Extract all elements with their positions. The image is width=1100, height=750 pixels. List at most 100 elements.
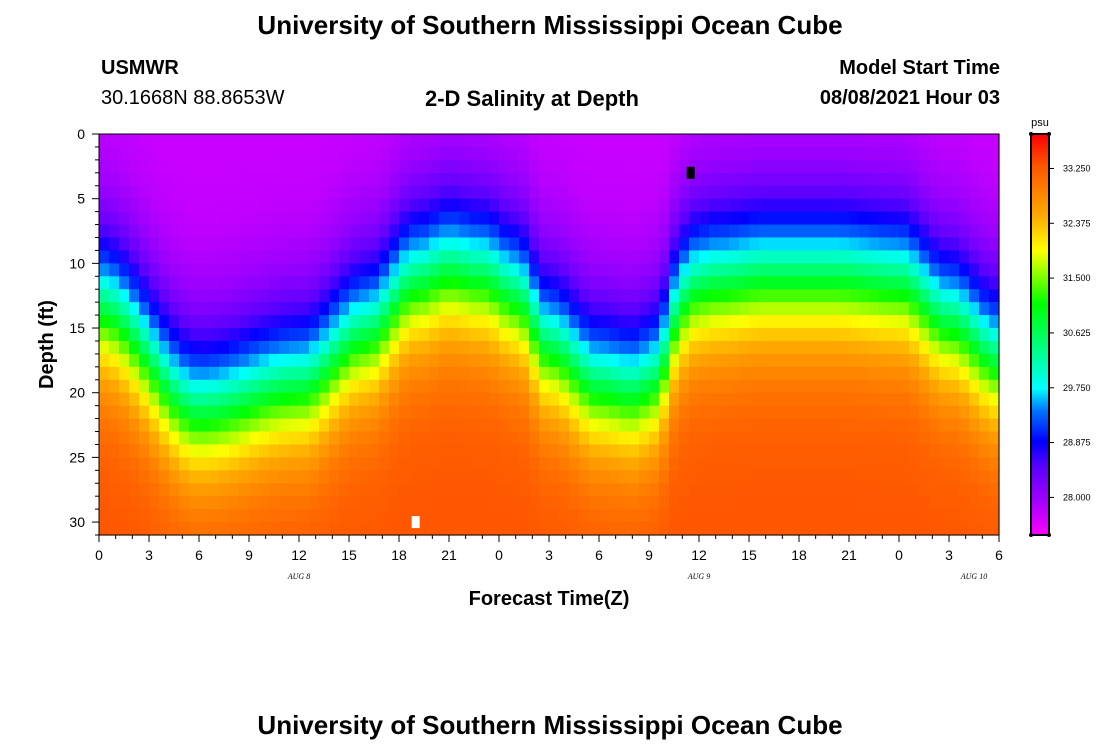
heatmap-cell <box>439 392 450 407</box>
heatmap-cell <box>389 457 400 471</box>
heatmap-cell <box>559 302 570 316</box>
heatmap-cell <box>259 302 270 316</box>
heatmap-cell <box>549 328 560 342</box>
heatmap-cell <box>99 134 110 148</box>
heatmap-cell <box>429 172 440 187</box>
heatmap-cell <box>849 185 860 200</box>
heatmap-cell <box>259 237 270 252</box>
heatmap-cell <box>459 146 470 161</box>
heatmap-cell <box>179 444 190 458</box>
heatmap-cell <box>219 250 230 264</box>
heatmap-cell <box>339 496 350 510</box>
heatmap-cell <box>969 134 980 148</box>
heatmap-cell <box>329 328 340 342</box>
heatmap-cell <box>909 302 920 316</box>
heatmap-cell <box>759 185 770 200</box>
heatmap-cell <box>729 134 740 148</box>
heatmap-cell <box>579 340 590 355</box>
heatmap-cell <box>419 431 430 446</box>
colorbar-swatch <box>1031 424 1049 428</box>
heatmap-cell <box>629 263 640 277</box>
x-day-label: AUG 9 <box>687 572 710 581</box>
heatmap-cell <box>119 366 130 381</box>
heatmap-cell <box>449 522 460 536</box>
heatmap-cell <box>259 211 270 226</box>
heatmap-cell <box>879 470 890 484</box>
heatmap-cell <box>369 185 380 200</box>
heatmap-cell <box>509 224 520 239</box>
heatmap-cell <box>129 185 140 200</box>
heatmap-cell <box>179 522 190 536</box>
x-tick-label: 0 <box>895 547 903 563</box>
colorbar-swatch <box>1031 154 1049 157</box>
heatmap-cell <box>489 263 500 277</box>
heatmap-cell <box>879 302 890 316</box>
heatmap-cell <box>109 172 120 187</box>
heatmap-cell <box>179 289 190 303</box>
heatmap-cell <box>669 379 680 394</box>
colorbar-swatch <box>1031 292 1049 295</box>
heatmap-cell <box>949 159 960 174</box>
heatmap-cell <box>939 470 950 484</box>
heatmap-cell <box>599 276 610 290</box>
min-salinity-marker <box>686 166 695 179</box>
heatmap-cell <box>149 353 160 368</box>
heatmap-cell <box>899 353 910 368</box>
colorbar-swatch <box>1031 276 1049 279</box>
heatmap-cell <box>519 263 530 277</box>
heatmap-cell <box>499 211 510 226</box>
heatmap-cell <box>639 340 650 355</box>
heatmap-cell <box>399 263 410 277</box>
heatmap-cell <box>609 237 620 252</box>
heatmap-cell <box>639 353 650 368</box>
heatmap-cell <box>209 392 220 407</box>
heatmap-cell <box>809 483 820 497</box>
heatmap-cell <box>329 496 340 510</box>
heatmap-cell <box>229 134 240 148</box>
heatmap-cell <box>249 134 260 148</box>
colorbar-swatch <box>1031 484 1049 488</box>
heatmap-cell <box>689 509 700 523</box>
colorbar-swatch <box>1031 174 1049 177</box>
heatmap-cell <box>889 302 900 316</box>
heatmap-cell <box>139 366 150 381</box>
heatmap-cell <box>979 418 990 433</box>
heatmap-cell <box>249 237 260 252</box>
heatmap-cell <box>799 366 810 381</box>
heatmap-cell <box>279 172 290 187</box>
heatmap-cell <box>699 146 710 161</box>
heatmap-cell <box>549 444 560 458</box>
heatmap-cell <box>229 522 240 536</box>
heatmap-cell <box>789 302 800 316</box>
heatmap-cell <box>119 224 130 239</box>
heatmap-cell <box>539 353 550 368</box>
heatmap-cell <box>389 522 400 536</box>
heatmap-cell <box>349 302 360 316</box>
heatmap-cell <box>649 418 660 433</box>
heatmap-cell <box>749 315 760 329</box>
heatmap-cell <box>349 457 360 471</box>
heatmap-cell <box>249 418 260 433</box>
heatmap-cell <box>539 496 550 510</box>
heatmap-cell <box>229 250 240 264</box>
heatmap-cell <box>649 353 660 368</box>
heatmap-cell <box>509 444 520 458</box>
heatmap-cell <box>199 328 210 342</box>
heatmap-cell <box>189 172 200 187</box>
heatmap-cell <box>769 172 780 187</box>
heatmap-cell <box>699 457 710 471</box>
heatmap-cell <box>539 379 550 394</box>
heatmap-cell <box>989 379 1000 394</box>
heatmap-cell <box>869 237 880 252</box>
heatmap-cell <box>809 211 820 226</box>
x-tick-label: 0 <box>95 547 103 563</box>
heatmap-cell <box>589 146 600 161</box>
heatmap-cell <box>959 353 970 368</box>
heatmap-cell <box>209 185 220 200</box>
heatmap-cell <box>189 405 200 420</box>
heatmap-cell <box>159 405 170 420</box>
heatmap-cell <box>279 444 290 458</box>
heatmap-cell <box>859 315 870 329</box>
heatmap-cell <box>829 379 840 394</box>
heatmap-cell <box>129 263 140 277</box>
